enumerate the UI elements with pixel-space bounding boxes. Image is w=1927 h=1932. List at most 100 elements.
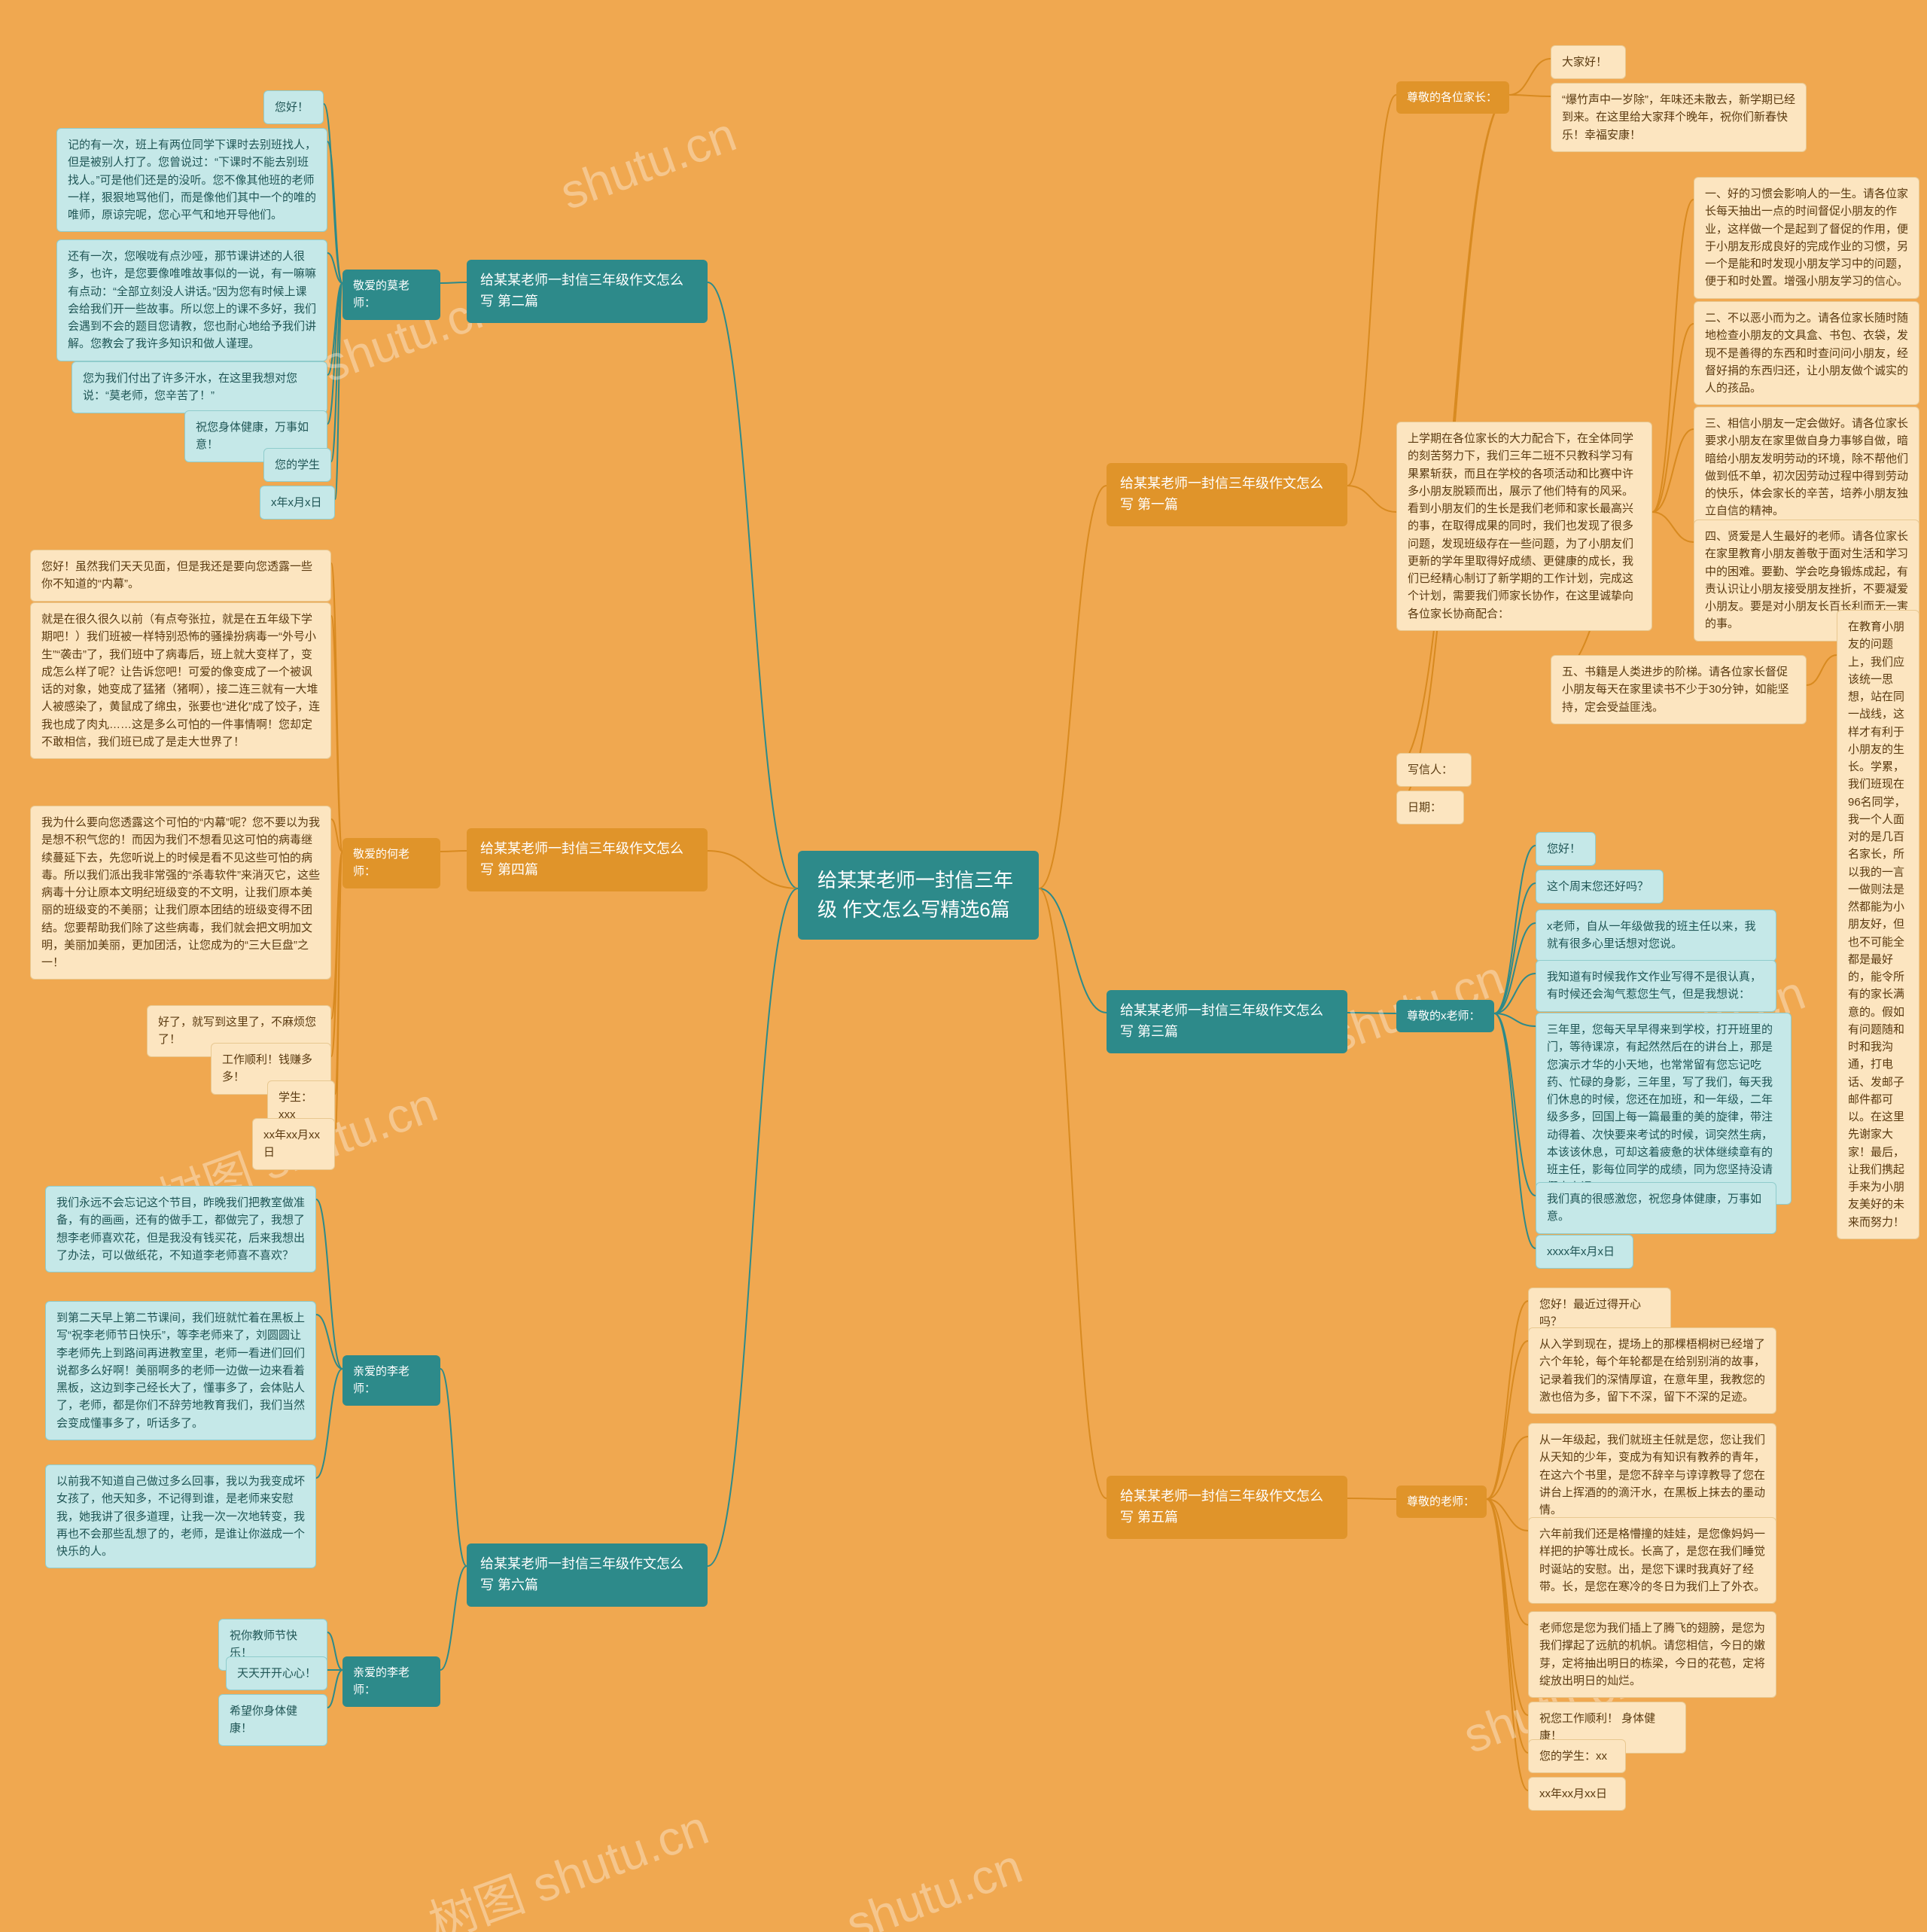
link [327,1670,342,1708]
link [1494,1013,1536,1196]
link [1494,1013,1536,1248]
link [335,852,342,1094]
link [331,819,342,852]
link [1487,1499,1528,1753]
leaf-p1-2-1: 二、不以恶小而为之。请各位家长随时随地检查小朋友的文具盒、书包、衣袋，发现不是善… [1694,301,1919,405]
leaf-p4-0: 您好！虽然我们天天见面，但是我还是要向您透露一些你不知道的“内幕”。 [30,550,331,602]
leaf-p2-0: 您好！ [263,90,324,124]
leaf-p4-2: 我为什么要向您透露这个可怕的“内幕”呢？您不要以为我是想不积气您的！而因为我们不… [30,806,331,980]
leaf-p4-6: xx年xx月xx日 [252,1118,335,1170]
leaf-p6-1: 到第二天早上第二节课间，我们班就忙着在黑板上写“祝李老师节日快乐”，等李老师来了… [45,1301,316,1440]
sub-p5: 尊敬的老师： [1396,1486,1487,1518]
leaf-p1-4: 日期： [1396,791,1464,824]
branch-p2: 给某某老师一封信三年级作文怎么写 第二篇 [467,260,708,323]
link [331,852,342,1056]
link [1652,429,1694,512]
link [1494,1013,1536,1026]
leaf-p3-0: 您好！ [1536,832,1596,866]
link [331,283,342,462]
leaf2-p6-1: 天天开开心心！ [226,1656,327,1690]
link [316,1369,342,1478]
link [1039,888,1107,1498]
center-node: 给某某老师一封信三年级 作文怎么写精选6篇 [798,851,1039,940]
sub-p2: 敬爱的莫老师： [342,270,440,320]
link [1652,324,1694,512]
link [1509,95,1551,96]
link [1494,923,1536,1013]
link [327,283,342,424]
leaf-p6-2: 以前我不知道自己做过多么回事，我以为我变成坏女孩了，他天知多，不记得到谁，是老师… [45,1464,316,1568]
leaf-p3-1: 这个周末您还好吗？ [1536,870,1664,904]
leaf-p4-1: 就是在很久很久以前（有点夸张拉，就是在五年级下学期吧！）我们班被一样特别恐怖的骚… [30,602,331,759]
leaf-p5-6: 您的学生：xx [1528,1739,1626,1773]
link [1494,846,1536,1013]
link [708,888,798,1566]
link [440,1566,467,1670]
leaf-p1-1: “爆竹声中一岁除”，年味还未散去，新学期已经到来。在这里给大家拜个晚年，祝你们新… [1551,83,1807,152]
leaf2-p6-2: 希望你身体健康！ [218,1694,327,1746]
link [335,852,342,1132]
leaf-p1-2-4: 五、书籍是人类进步的阶梯。请各位家长督促小朋友每天在家里读书不少于30分钟，如能… [1551,655,1807,724]
leaf-p5-1: 从入学到现在，提场上的那棵梧桐树已经增了六个年轮，每个年轮都是在给别别消的故事，… [1528,1327,1776,1414]
link [1487,1499,1528,1531]
sub-p1: 尊敬的各位家长： [1396,81,1509,114]
leaf-p2-6: x年x月x日 [260,486,335,520]
leaf-p5-2: 从一年级起，我们就班主任就是您，您让我们从天知的少年，变成为有知识有教养的青年，… [1528,1423,1776,1527]
link [1487,1499,1528,1790]
link [1652,200,1694,512]
link [708,851,798,888]
leaf-p2-5: 您的学生 [263,448,331,482]
watermark: shutu.cn [839,1838,1030,1932]
leaf-p5-3: 六年前我们还是格懵撞的娃娃，是您像妈妈一样把的护等壮成长。长高了，是您在我们睡觉… [1528,1517,1776,1604]
link [708,282,798,888]
link [440,1369,467,1566]
link [331,563,342,852]
link [1347,1498,1396,1499]
link [1487,1341,1528,1499]
link [1652,512,1694,542]
link [316,1199,342,1369]
link [1807,655,1837,685]
leaf-p2-1: 记的有一次，班上有两位同学下课时去别班找人，但是被别人打了。您曾说过：“下课时不… [56,128,327,232]
link [331,852,342,1019]
link [327,142,342,283]
link [1487,1437,1528,1499]
link [440,282,467,283]
branch-p4: 给某某老师一封信三年级作文怎么写 第四篇 [467,828,708,891]
watermark: 树图 shutu.cn [419,1789,717,1932]
leaf-p3-3: 我知道有时候我作文作业写得不是很认真，有时候还会淘气惹您生气，但是我想说： [1536,960,1776,1012]
leaf-p3-5: 我们真的很感激您，祝您身体健康，万事如意。 [1536,1182,1776,1234]
leaf-p2-3: 您为我们付出了许多汗水，在这里我想对您说：“莫老师，您辛苦了！” [72,361,327,413]
link [327,283,342,375]
link [1509,59,1551,95]
leaf-p1-2-4-0: 在教育小朋友的问题上，我们应该统一思想，站在同一战线，这样才有利于小朋友的生长。… [1837,610,1919,1239]
leaf-p3-6: xxxx年x月x日 [1536,1235,1633,1269]
link [1039,888,1107,1013]
link [1487,1499,1528,1715]
leaf-p1-2-0: 一、好的习惯会影响人的一生。请各位家长每天抽出一点的时间督促小朋友的作业，这样做… [1694,177,1919,299]
watermark: shutu.cn [553,106,744,221]
leaf-p3-2: x老师，自从一年级做我的班主任以来，我就有很多心里话想对您说。 [1536,910,1776,961]
leaf-p5-4: 老师您是您为我们插上了腾飞的翅膀，是您为我们撑起了远航的机帆。请您相信，今日的嫩… [1528,1611,1776,1698]
branch-p3: 给某某老师一封信三年级作文怎么写 第三篇 [1107,990,1347,1053]
leaf-p6-0: 我们永远不会忘记这个节目，昨晚我们把教室做准备，有的画画，还有的做手工，都做完了… [45,1186,316,1272]
branch-p1: 给某某老师一封信三年级作文怎么写 第一篇 [1107,463,1347,526]
link [1487,1499,1528,1625]
branch-p6: 给某某老师一封信三年级作文怎么写 第六篇 [467,1543,708,1607]
leaf-p5-7: xx年xx月xx日 [1528,1777,1626,1811]
link [1487,1301,1528,1499]
sub-p4: 敬爱的何老师： [342,838,440,888]
sub2-p6: 亲爱的李老师： [342,1656,440,1707]
link [316,1315,342,1369]
link [1039,486,1107,888]
link [1347,486,1396,512]
leaf-p1-2-2: 三、相信小朋友一定会做好。请各位家长要求小朋友在家里做自身力事够自做，暗暗给小朋… [1694,407,1919,529]
link [331,616,342,852]
link [1347,95,1396,486]
sub-p3: 尊敬的x老师： [1396,1000,1494,1032]
link [440,851,467,852]
sub-p6: 亲爱的李老师： [342,1355,440,1406]
link [1494,883,1536,1013]
link [327,253,342,283]
link [335,283,342,499]
